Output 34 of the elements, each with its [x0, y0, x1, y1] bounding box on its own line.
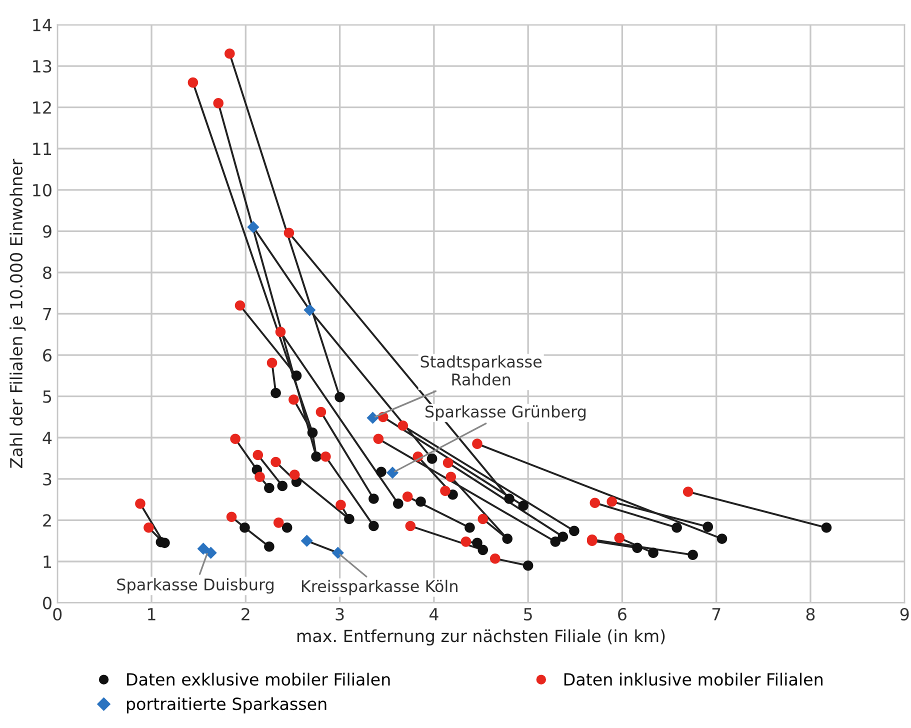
y-tick-label: 12 [33, 101, 51, 114]
y-tick-label: 2 [43, 514, 51, 527]
y-tick-label: 5 [43, 390, 52, 403]
x-tick-label: 1 [148, 608, 156, 620]
legend-label: Daten exklusive mobiler Filialen [127, 672, 390, 686]
y-tick-label: 4 [42, 432, 52, 444]
annotation: Sparkasse Duisburg [117, 578, 274, 594]
x-tick-label: 7 [712, 608, 720, 620]
legend-label: portraitierte Sparkassen [126, 697, 326, 714]
y-tick-label: 0 [43, 596, 52, 610]
y-tick-label: 1 [44, 556, 51, 568]
x-axis-title: max. Entfernung zur nächsten Filiale (in km) [297, 629, 665, 646]
y-tick-label: 14 [33, 18, 52, 32]
legend-label: Daten inklusive mobiler Filialen [564, 672, 822, 686]
annotation: Stadtsparkasse Rahden [420, 355, 542, 386]
y-tick-label: 9 [42, 225, 52, 238]
x-tick-label: 8 [806, 608, 815, 621]
x-tick-label: 4 [429, 608, 438, 620]
y-tick-label: 13 [33, 60, 52, 73]
x-tick-label: 3 [336, 608, 344, 621]
annotation: Kreissparkasse Köln [302, 580, 458, 596]
x-tick-label: 0 [53, 608, 62, 621]
x-tick-label: 9 [900, 608, 909, 621]
y-axis-title: Zahl der Filialen je 10.000 Einwohner [10, 158, 26, 468]
x-tick-label: 2 [242, 608, 250, 620]
y-tick-label: 3 [43, 472, 52, 486]
y-tick-label: 11 [33, 142, 51, 155]
x-tick-label: 5 [524, 608, 532, 621]
y-tick-label: 7 [43, 308, 52, 320]
annotation: Sparkasse Grünberg [426, 405, 586, 421]
y-tick-label: 6 [43, 349, 52, 362]
y-tick-label: 8 [43, 266, 52, 280]
x-tick-label: 6 [618, 608, 626, 621]
y-tick-label: 10 [33, 184, 52, 196]
